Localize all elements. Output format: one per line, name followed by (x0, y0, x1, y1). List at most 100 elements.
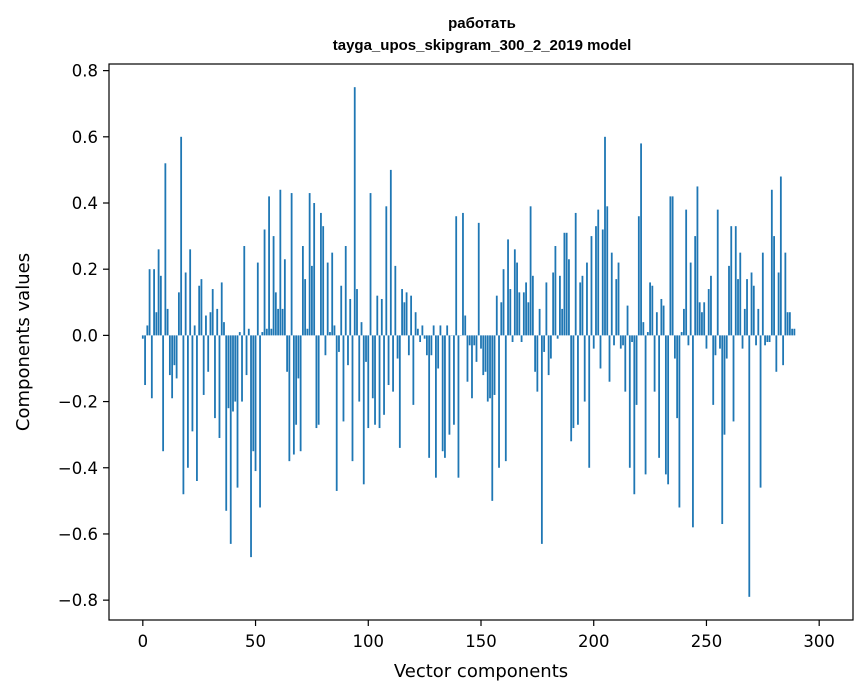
bar-154 (489, 335, 491, 399)
bar-85 (333, 325, 336, 336)
bar-52 (259, 335, 261, 508)
bar-138 (453, 335, 455, 425)
bar-35 (220, 282, 223, 336)
bar-114 (398, 335, 401, 448)
bar-135 (446, 325, 449, 336)
bar-78 (317, 335, 320, 425)
bar-196 (583, 335, 586, 402)
bar-276 (764, 335, 766, 346)
bar-6 (155, 312, 158, 336)
bar-247 (698, 302, 701, 336)
bar-207 (608, 335, 611, 382)
bar-186 (561, 308, 564, 336)
bar-55 (265, 328, 268, 336)
bar-158 (498, 335, 500, 468)
bar-234 (669, 196, 672, 336)
bar-20 (187, 335, 189, 468)
bar-277 (766, 335, 769, 342)
bar-148 (475, 335, 478, 362)
bar-210 (615, 279, 618, 336)
bar-87 (338, 335, 340, 352)
bar-89 (342, 335, 345, 422)
bar-205 (604, 136, 606, 336)
bar-21 (189, 249, 192, 336)
bar-42 (236, 335, 239, 488)
bar-192 (574, 212, 577, 336)
bar-58 (272, 236, 275, 336)
bar-180 (547, 335, 550, 376)
bar-287 (788, 312, 791, 336)
bar-159 (500, 302, 503, 336)
bar-43 (238, 332, 241, 336)
bar-90 (344, 246, 347, 336)
bar-101 (369, 193, 372, 336)
bar-17 (180, 136, 183, 336)
y-axis-ticks: −0.8 −0.6 −0.4 −0.2 0.0 0.2 0.4 0.6 0.8 (58, 62, 109, 610)
bar-197 (586, 262, 588, 336)
bar-48 (250, 335, 252, 558)
bar-267 (743, 308, 746, 336)
bar-172 (529, 206, 532, 336)
bar-209 (613, 335, 615, 346)
bar-80 (322, 226, 325, 336)
bar-248 (701, 312, 703, 336)
bar-249 (703, 302, 706, 336)
bar-216 (628, 335, 631, 468)
bar-163 (509, 289, 512, 336)
bar-37 (225, 335, 228, 511)
bar-256 (719, 335, 721, 349)
bar-237 (676, 335, 679, 419)
y-tick-label-4: 0.0 (72, 326, 98, 345)
bar-212 (619, 335, 622, 349)
bar-168 (520, 335, 523, 342)
bar-151 (482, 335, 485, 376)
bar-15 (175, 335, 178, 379)
bar-225 (649, 282, 651, 336)
bar-132 (439, 325, 442, 336)
bar-97 (360, 322, 363, 336)
bar-144 (466, 335, 469, 382)
bar-25 (198, 285, 201, 336)
bar-111 (392, 335, 394, 392)
bar-239 (680, 332, 683, 336)
bar-82 (326, 262, 329, 336)
bar-220 (637, 216, 640, 336)
bar-185 (559, 275, 561, 336)
bar-5 (153, 269, 155, 336)
x-tick-label-200: 200 (578, 632, 610, 651)
bar-50 (254, 335, 257, 472)
bar-261 (730, 226, 733, 336)
bar-187 (563, 232, 566, 336)
bar-149 (477, 222, 480, 336)
bar-129 (432, 325, 435, 336)
bar-268 (746, 279, 748, 336)
bar-0 (141, 335, 144, 339)
bar-110 (389, 169, 392, 336)
bar-155 (491, 335, 494, 501)
bar-152 (484, 335, 487, 372)
bar-140 (457, 335, 460, 478)
bar-153 (486, 335, 489, 402)
bar-245 (694, 236, 697, 336)
bar-223 (644, 335, 647, 475)
bar-96 (358, 335, 361, 402)
x-tick-label-50: 50 (245, 632, 266, 651)
bar-285 (784, 252, 787, 336)
bar-254 (714, 335, 717, 356)
bar-170 (525, 282, 527, 336)
bar-139 (455, 216, 458, 336)
bar-30 (209, 312, 212, 336)
bar-253 (712, 335, 715, 405)
bar-203 (599, 335, 602, 369)
bar-125 (423, 335, 426, 339)
bar-189 (568, 259, 570, 336)
bar-228 (655, 312, 658, 336)
bar-123 (419, 335, 422, 342)
bar-75 (311, 265, 313, 336)
bar-284 (782, 335, 785, 366)
x-tick-label-150: 150 (465, 632, 497, 651)
chart-title-line2: tayga_upos_skipgram_300_2_2019 model (333, 37, 632, 54)
bar-250 (705, 335, 708, 349)
bar-235 (671, 196, 674, 336)
bar-199 (590, 236, 593, 336)
